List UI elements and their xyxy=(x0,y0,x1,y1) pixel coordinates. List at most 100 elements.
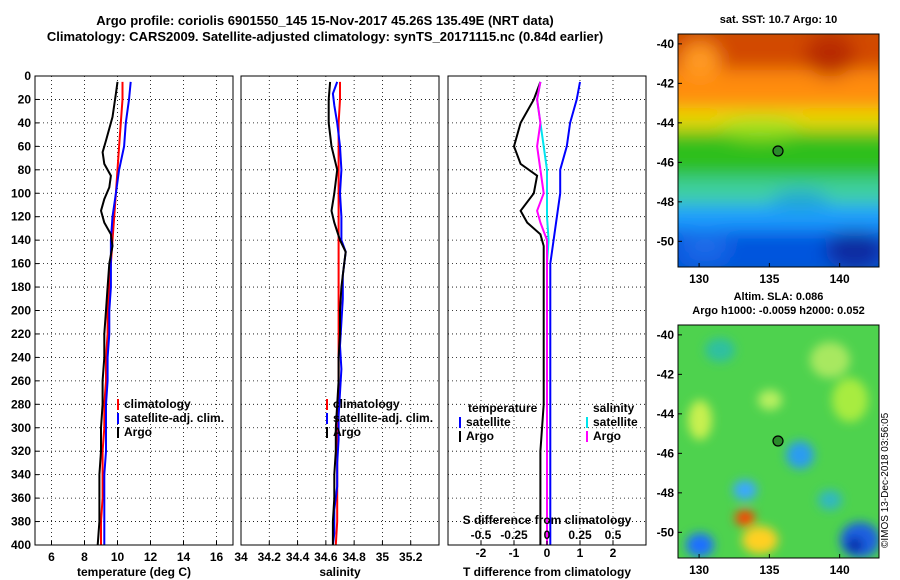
x-tick-label: 10 xyxy=(111,550,125,564)
y-tick-label: 20 xyxy=(18,92,32,106)
argo-marker xyxy=(772,435,784,447)
map-y-tick-label: -46 xyxy=(657,155,675,169)
y-tick-label: 340 xyxy=(11,468,31,482)
map-y-tick-label: -50 xyxy=(657,525,675,539)
x-tick-label: 34.6 xyxy=(314,550,338,564)
series-line-temperature-satellite xyxy=(549,81,581,545)
map-y-tick-label: -44 xyxy=(657,116,675,130)
series-line-salinity-argo xyxy=(536,81,548,545)
map-axes-sst_map: 130 135 140 -40 -42 -44 -46 -48 -50 xyxy=(657,37,850,286)
y-tick-label: 120 xyxy=(11,210,31,224)
x-tick-label: 34.8 xyxy=(342,550,366,564)
profile-panel-difference: -2 -1 0 1 2 -0.5 -0.25 0 0.25 0.5S difference fro… xyxy=(447,75,647,579)
y-tick-label: 140 xyxy=(11,233,31,247)
x-tick-label: 12 xyxy=(144,550,158,564)
x-tick-label: -1 xyxy=(509,546,520,560)
y-tick-label: 160 xyxy=(11,257,31,271)
legend-label: satellite xyxy=(466,415,511,429)
x-tick-label: 34.4 xyxy=(286,550,310,564)
argo-marker xyxy=(772,145,784,157)
x-tick-label: -2 xyxy=(476,546,487,560)
y-tick-label: 320 xyxy=(11,444,31,458)
map-x-tick-label: 135 xyxy=(759,272,779,286)
profile-panel-temperature: 6 8 10 12 14 16 temperature (deg C) 0 20 40 60 80 10… xyxy=(11,69,234,579)
x-tick-label: 16 xyxy=(210,550,224,564)
y-tick-label: 220 xyxy=(11,327,31,341)
imos-credit: ©IMOS 13-Dec-2018 03:56:05 xyxy=(880,412,891,548)
map-y-tick-label: -40 xyxy=(657,37,675,51)
secondary-tick-label: 0.5 xyxy=(605,528,622,542)
y-tick-label: 400 xyxy=(11,538,31,552)
x-tick-label: 8 xyxy=(81,550,88,564)
x-tick-label: 0 xyxy=(544,546,551,560)
series-line-satellite-adj-clim- xyxy=(103,81,132,545)
map-y-tick-label: -40 xyxy=(657,328,675,342)
y-tick-label: 40 xyxy=(18,116,32,130)
x-tick-label: 6 xyxy=(48,550,55,564)
legend-title-salinity: salinity xyxy=(593,401,635,415)
profile-panel-salinity: 34 34.2 34.4 34.6 34.8 35 35.2 salinity climatol… xyxy=(234,75,440,579)
y-tick-label: 200 xyxy=(11,304,31,318)
legend-title-temperature: temperature xyxy=(468,401,538,415)
x-tick-label: 34 xyxy=(234,550,248,564)
y-tick-label: 300 xyxy=(11,421,31,435)
sst-map-title: sat. SST: 10.7 Argo: 10 xyxy=(719,14,838,26)
y-tick-label: 100 xyxy=(11,186,31,200)
y-tick-label: 80 xyxy=(18,163,32,177)
y-tick-label: 0 xyxy=(24,69,31,83)
sla-map xyxy=(677,324,880,559)
map-x-tick-label: 140 xyxy=(830,272,850,286)
x-tick-label: 35 xyxy=(376,550,390,564)
map-y-tick-label: -42 xyxy=(657,367,675,381)
secondary-tick-label: -0.5 xyxy=(471,528,492,542)
x-axis-label: salinity xyxy=(319,565,361,579)
y-tick-label: 360 xyxy=(11,491,31,505)
sla-map-title-line2: Argo h1000: -0.0059 h2000: 0.052 xyxy=(692,305,865,317)
y-tick-label: 180 xyxy=(11,280,31,294)
figure-title-line1: Argo profile: coriolis 6901550_145 15-No… xyxy=(96,13,554,28)
series-line-argo xyxy=(96,81,119,546)
x-tick-label: 2 xyxy=(610,546,617,560)
x-tick-label: 14 xyxy=(177,550,191,564)
secondary-tick-label: 0.25 xyxy=(568,528,592,542)
map-x-tick-label: 135 xyxy=(759,563,779,577)
map-x-tick-label: 140 xyxy=(830,563,850,577)
figure-title-line2: Climatology: CARS2009. Satellite-adjuste… xyxy=(46,29,604,44)
x-tick-label: 34.2 xyxy=(258,550,282,564)
series-line-climatology xyxy=(100,81,124,545)
y-tick-label: 60 xyxy=(18,139,32,153)
x-tick-label: 1 xyxy=(577,546,584,560)
series-line-satellite-adj-clim- xyxy=(331,81,347,546)
panel-frame xyxy=(240,75,440,546)
secondary-tick-label: 0 xyxy=(544,528,551,542)
legend-label: Argo xyxy=(466,429,494,443)
map-y-tick-label: -44 xyxy=(657,407,675,421)
legend-label: Argo xyxy=(593,429,621,443)
map-y-tick-label: -42 xyxy=(657,76,675,90)
legend-label: satellite-adj. clim. xyxy=(333,411,433,425)
x-axis-label: T difference from climatology xyxy=(463,565,631,579)
y-tick-label: 240 xyxy=(11,350,31,364)
x-axis-label: temperature (deg C) xyxy=(77,565,191,579)
legend-label: Argo xyxy=(124,425,152,439)
map-y-tick-label: -46 xyxy=(657,446,675,460)
x-tick-label: 35.2 xyxy=(399,550,423,564)
map-y-tick-label: -48 xyxy=(657,486,675,500)
series-line-argo xyxy=(327,81,347,545)
legend-label: Argo xyxy=(333,425,361,439)
legend-label: satellite-adj. clim. xyxy=(124,411,224,425)
map-axes: 130 135 140 -40 -42 -44 -46 -48 -50 130 135 140 -40 -… xyxy=(657,37,850,577)
y-tick-label: 380 xyxy=(11,515,31,529)
map-axes-sla_map: 130 135 140 -40 -42 -44 -46 -48 -50 xyxy=(657,328,850,577)
secondary-tick-label: -0.25 xyxy=(500,528,528,542)
secondary-axis-label: S difference from climatology xyxy=(463,513,632,527)
legend-label: satellite xyxy=(593,415,638,429)
map-x-tick-label: 130 xyxy=(689,563,709,577)
legend-label: climatology xyxy=(124,397,191,411)
y-tick-label: 280 xyxy=(11,397,31,411)
sla-map-title-line1: Altim. SLA: 0.086 xyxy=(733,291,824,303)
y-tick-label: 260 xyxy=(11,374,31,388)
map-x-tick-label: 130 xyxy=(689,272,709,286)
